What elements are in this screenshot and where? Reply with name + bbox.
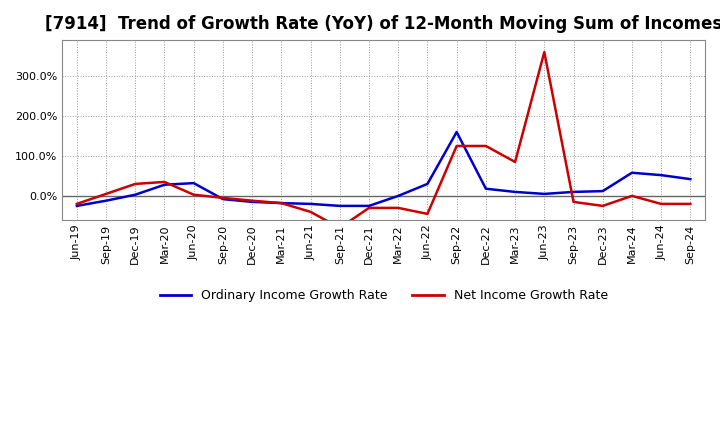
Ordinary Income Growth Rate <box>423 181 432 187</box>
Ordinary Income Growth Rate <box>73 203 81 209</box>
Net Income Growth Rate <box>510 159 519 165</box>
Ordinary Income Growth Rate <box>510 189 519 194</box>
Net Income Growth Rate <box>277 201 286 206</box>
Net Income Growth Rate <box>365 205 374 210</box>
Ordinary Income Growth Rate <box>219 197 228 202</box>
Net Income Growth Rate <box>73 201 81 206</box>
Net Income Growth Rate <box>482 143 490 149</box>
Ordinary Income Growth Rate <box>248 199 256 205</box>
Net Income Growth Rate <box>540 49 549 55</box>
Title: [7914]  Trend of Growth Rate (YoY) of 12-Month Moving Sum of Incomes: [7914] Trend of Growth Rate (YoY) of 12-… <box>45 15 720 33</box>
Net Income Growth Rate <box>657 201 665 206</box>
Ordinary Income Growth Rate <box>277 201 286 206</box>
Ordinary Income Growth Rate <box>540 191 549 197</box>
Net Income Growth Rate <box>160 179 168 184</box>
Ordinary Income Growth Rate <box>102 198 110 203</box>
Line: Net Income Growth Rate: Net Income Growth Rate <box>77 52 690 228</box>
Net Income Growth Rate <box>219 195 228 201</box>
Ordinary Income Growth Rate <box>189 180 198 186</box>
Ordinary Income Growth Rate <box>598 188 607 194</box>
Net Income Growth Rate <box>102 191 110 197</box>
Net Income Growth Rate <box>686 201 695 206</box>
Ordinary Income Growth Rate <box>657 172 665 178</box>
Ordinary Income Growth Rate <box>160 182 168 187</box>
Net Income Growth Rate <box>598 203 607 209</box>
Ordinary Income Growth Rate <box>482 186 490 191</box>
Net Income Growth Rate <box>570 199 578 205</box>
Ordinary Income Growth Rate <box>336 203 344 209</box>
Net Income Growth Rate <box>394 205 402 210</box>
Net Income Growth Rate <box>248 198 256 203</box>
Net Income Growth Rate <box>131 181 140 187</box>
Ordinary Income Growth Rate <box>686 176 695 182</box>
Ordinary Income Growth Rate <box>306 201 315 206</box>
Ordinary Income Growth Rate <box>628 170 636 176</box>
Line: Ordinary Income Growth Rate: Ordinary Income Growth Rate <box>77 132 690 206</box>
Net Income Growth Rate <box>628 193 636 198</box>
Ordinary Income Growth Rate <box>394 193 402 198</box>
Net Income Growth Rate <box>423 211 432 216</box>
Legend: Ordinary Income Growth Rate, Net Income Growth Rate: Ordinary Income Growth Rate, Net Income … <box>155 284 613 307</box>
Ordinary Income Growth Rate <box>452 129 461 135</box>
Net Income Growth Rate <box>336 225 344 231</box>
Ordinary Income Growth Rate <box>365 203 374 209</box>
Ordinary Income Growth Rate <box>131 192 140 198</box>
Net Income Growth Rate <box>452 143 461 149</box>
Net Income Growth Rate <box>306 209 315 215</box>
Net Income Growth Rate <box>189 192 198 198</box>
Ordinary Income Growth Rate <box>570 189 578 194</box>
